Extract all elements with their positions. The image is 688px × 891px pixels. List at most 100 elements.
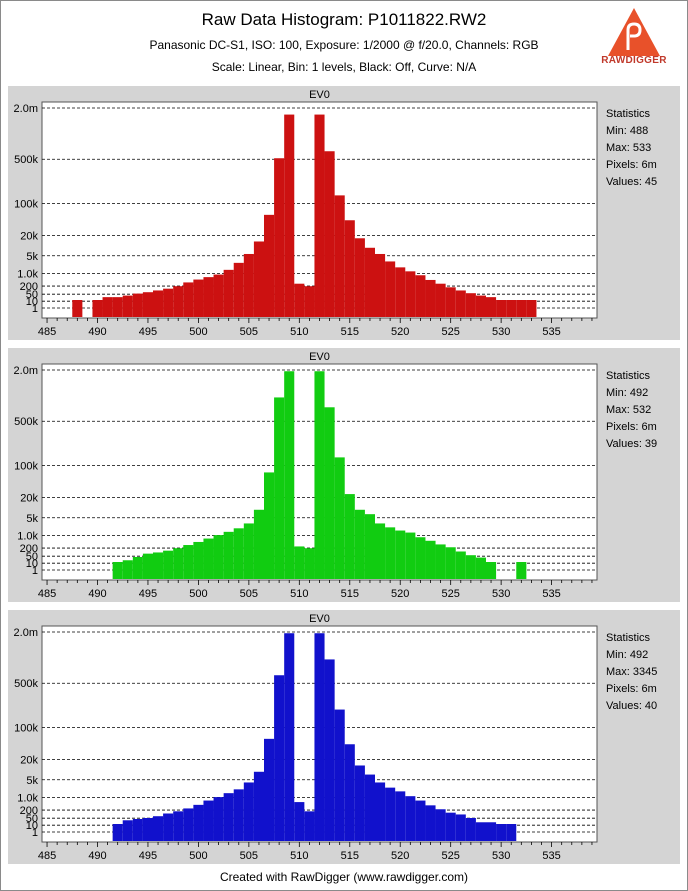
stats-heading: Statistics (606, 370, 651, 382)
histogram-bar (405, 796, 416, 841)
histogram-bar (364, 774, 375, 841)
histogram-bar (435, 283, 446, 317)
histogram-bar (425, 279, 436, 317)
histogram-bar (294, 283, 305, 317)
scale-info: Scale: Linear, Bin: 1 levels, Black: Off… (211, 60, 477, 74)
histogram-bar (132, 556, 143, 579)
histogram-bar (153, 816, 164, 841)
y-tick-label: 200 (20, 543, 38, 555)
x-tick-label: 525 (442, 850, 460, 862)
histogram-bar (173, 811, 184, 841)
y-tick-label: 20k (20, 754, 38, 766)
histogram-bar (496, 824, 507, 841)
y-tick-label: 10 (26, 558, 38, 570)
histogram-bar (163, 550, 174, 579)
histogram-bar (415, 275, 426, 317)
x-tick-label: 520 (391, 588, 409, 600)
histogram-bar (475, 822, 486, 841)
histogram-bar (496, 300, 507, 317)
histogram-bar (213, 274, 224, 317)
x-tick-label: 510 (290, 326, 308, 338)
histogram-bar (465, 818, 476, 841)
rawdigger-logo-icon (608, 8, 660, 56)
histogram-bar (364, 514, 375, 579)
histogram-bar (455, 551, 466, 579)
histogram-bar (425, 540, 436, 579)
histogram-bar (334, 709, 345, 841)
histogram-bar (445, 547, 456, 579)
x-tick-label: 510 (290, 588, 308, 600)
histogram-bar (294, 802, 305, 841)
x-tick-label: 490 (88, 850, 106, 862)
x-tick-label: 505 (240, 326, 258, 338)
y-tick-label: 50 (26, 289, 38, 301)
histogram-bar (153, 290, 164, 317)
x-tick-label: 515 (341, 588, 359, 600)
histogram-bar (395, 530, 406, 579)
histogram-bar (193, 541, 204, 579)
y-tick-label: 200 (20, 805, 38, 817)
histogram-bar (354, 765, 365, 841)
histogram-bar (334, 195, 345, 317)
histogram-bar (253, 771, 264, 841)
y-tick-label: 100k (14, 198, 38, 210)
y-tick-label: 100k (14, 722, 38, 734)
histogram-bar (395, 267, 406, 317)
histogram-bar (274, 158, 285, 317)
chart-subtitle: Panasonic DC-S1, ISO: 100, Exposure: 1/2… (149, 38, 539, 52)
histogram-bar (516, 562, 527, 579)
histogram-bar (304, 548, 315, 579)
histogram-bar (153, 552, 164, 579)
y-tick-label: 10 (26, 296, 38, 308)
histogram-bar (243, 523, 254, 579)
y-tick-label: 1 (32, 565, 38, 577)
histogram-bar (354, 509, 365, 579)
y-tick-label: 500k (14, 416, 38, 428)
histogram-bar (122, 820, 133, 841)
histogram-bar (324, 407, 335, 579)
y-tick-label: 5k (26, 775, 38, 787)
histogram-bar (324, 659, 335, 841)
stats-max: Max: 3345 (606, 666, 658, 678)
histogram-panel-blue: EV0 1 10 50 200 1.0k 5k 20k 100k 500k 2.0m 485 490 49… (8, 610, 680, 864)
histogram-bar (425, 805, 436, 841)
y-tick-label: 1.0k (17, 530, 38, 542)
histogram-bar (102, 297, 113, 317)
panel-label: EV0 (309, 351, 330, 363)
histogram-bar (486, 297, 497, 317)
histogram-bar (375, 523, 386, 579)
histogram-bar (405, 532, 416, 579)
y-tick-label: 5k (26, 251, 38, 263)
histogram-bar (304, 811, 315, 841)
histogram-bar (142, 292, 153, 317)
stats-max: Max: 532 (606, 404, 652, 416)
y-tick-label: 50 (26, 551, 38, 563)
histogram-bar (445, 287, 456, 317)
histogram-bar (122, 295, 133, 317)
histogram-bar (284, 633, 295, 841)
x-tick-label: 500 (189, 850, 207, 862)
histogram-bar (364, 247, 375, 317)
histogram-bar (173, 286, 184, 317)
x-tick-label: 515 (341, 850, 359, 862)
histogram-bar (344, 744, 355, 841)
histogram-bar (274, 675, 285, 841)
histogram-bar (294, 546, 305, 579)
histogram-bar (122, 560, 133, 579)
histogram-bar (203, 538, 214, 579)
y-tick-label: 20k (20, 230, 38, 242)
histogram-bar (142, 818, 153, 841)
histogram-bar (213, 797, 224, 841)
histogram-bar (132, 818, 143, 841)
histogram-panel-green: EV0 1 10 50 200 1.0k 5k 20k 100k 500k 2.0m 485 490 49… (8, 348, 680, 602)
y-tick-label: 20k (20, 492, 38, 504)
histogram-bar (112, 297, 123, 317)
x-tick-label: 530 (492, 326, 510, 338)
y-tick-label: 2.0m (14, 627, 38, 639)
stats-box-green: Statistics Min: 492 Max: 532 Pixels: 6m … (606, 368, 657, 453)
y-tick-label: 10 (26, 820, 38, 832)
histogram-bar (142, 553, 153, 579)
y-tick-label: 500k (14, 678, 38, 690)
histogram-bar (395, 791, 406, 841)
